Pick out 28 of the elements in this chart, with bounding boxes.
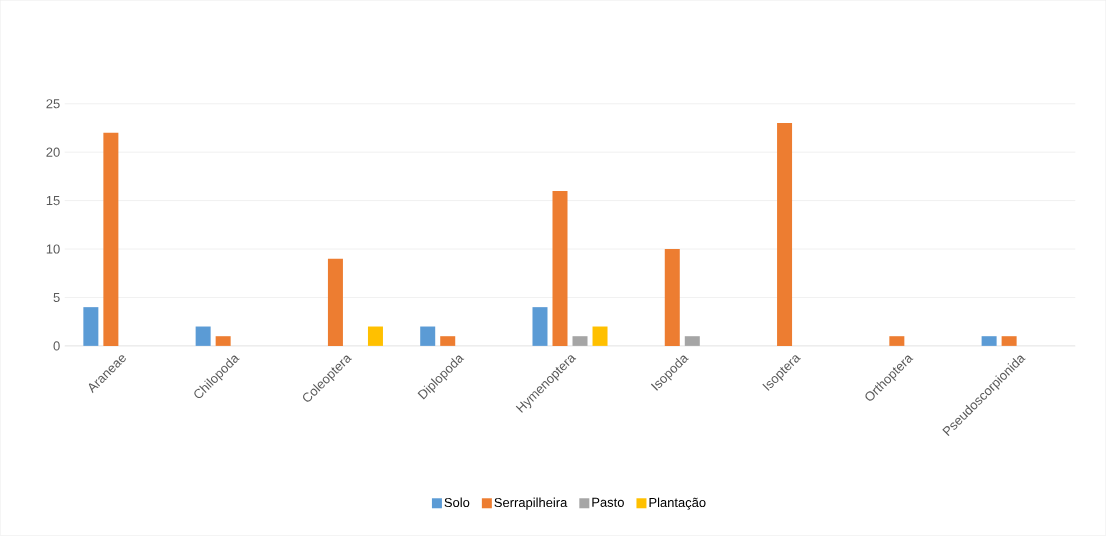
bar xyxy=(981,336,997,347)
legend-label: Solo xyxy=(444,497,470,508)
y-tick-label: 15 xyxy=(46,196,60,206)
bar xyxy=(889,336,905,347)
legend-label: Pasto xyxy=(592,498,624,508)
legend-label: Plantação xyxy=(649,497,706,510)
bar xyxy=(532,307,548,347)
bar xyxy=(367,326,383,347)
y-tick-label: 10 xyxy=(46,244,60,254)
bar xyxy=(684,336,700,347)
y-tick-label: 5 xyxy=(53,293,60,303)
bar xyxy=(572,336,588,347)
bar xyxy=(83,307,99,347)
bar xyxy=(664,249,680,347)
bar xyxy=(1001,336,1017,347)
bar xyxy=(440,336,456,347)
bar xyxy=(195,326,211,347)
bar xyxy=(420,326,436,347)
bar xyxy=(327,258,343,347)
bar xyxy=(592,326,608,347)
bar xyxy=(777,123,793,347)
bar xyxy=(552,191,568,347)
y-tick-label: 0 xyxy=(53,341,60,351)
legend-label: Serrapilheira xyxy=(494,497,568,510)
bar xyxy=(103,132,119,347)
y-tick-label: 20 xyxy=(46,147,60,157)
bar xyxy=(215,336,231,347)
y-tick-label: 25 xyxy=(46,99,60,109)
